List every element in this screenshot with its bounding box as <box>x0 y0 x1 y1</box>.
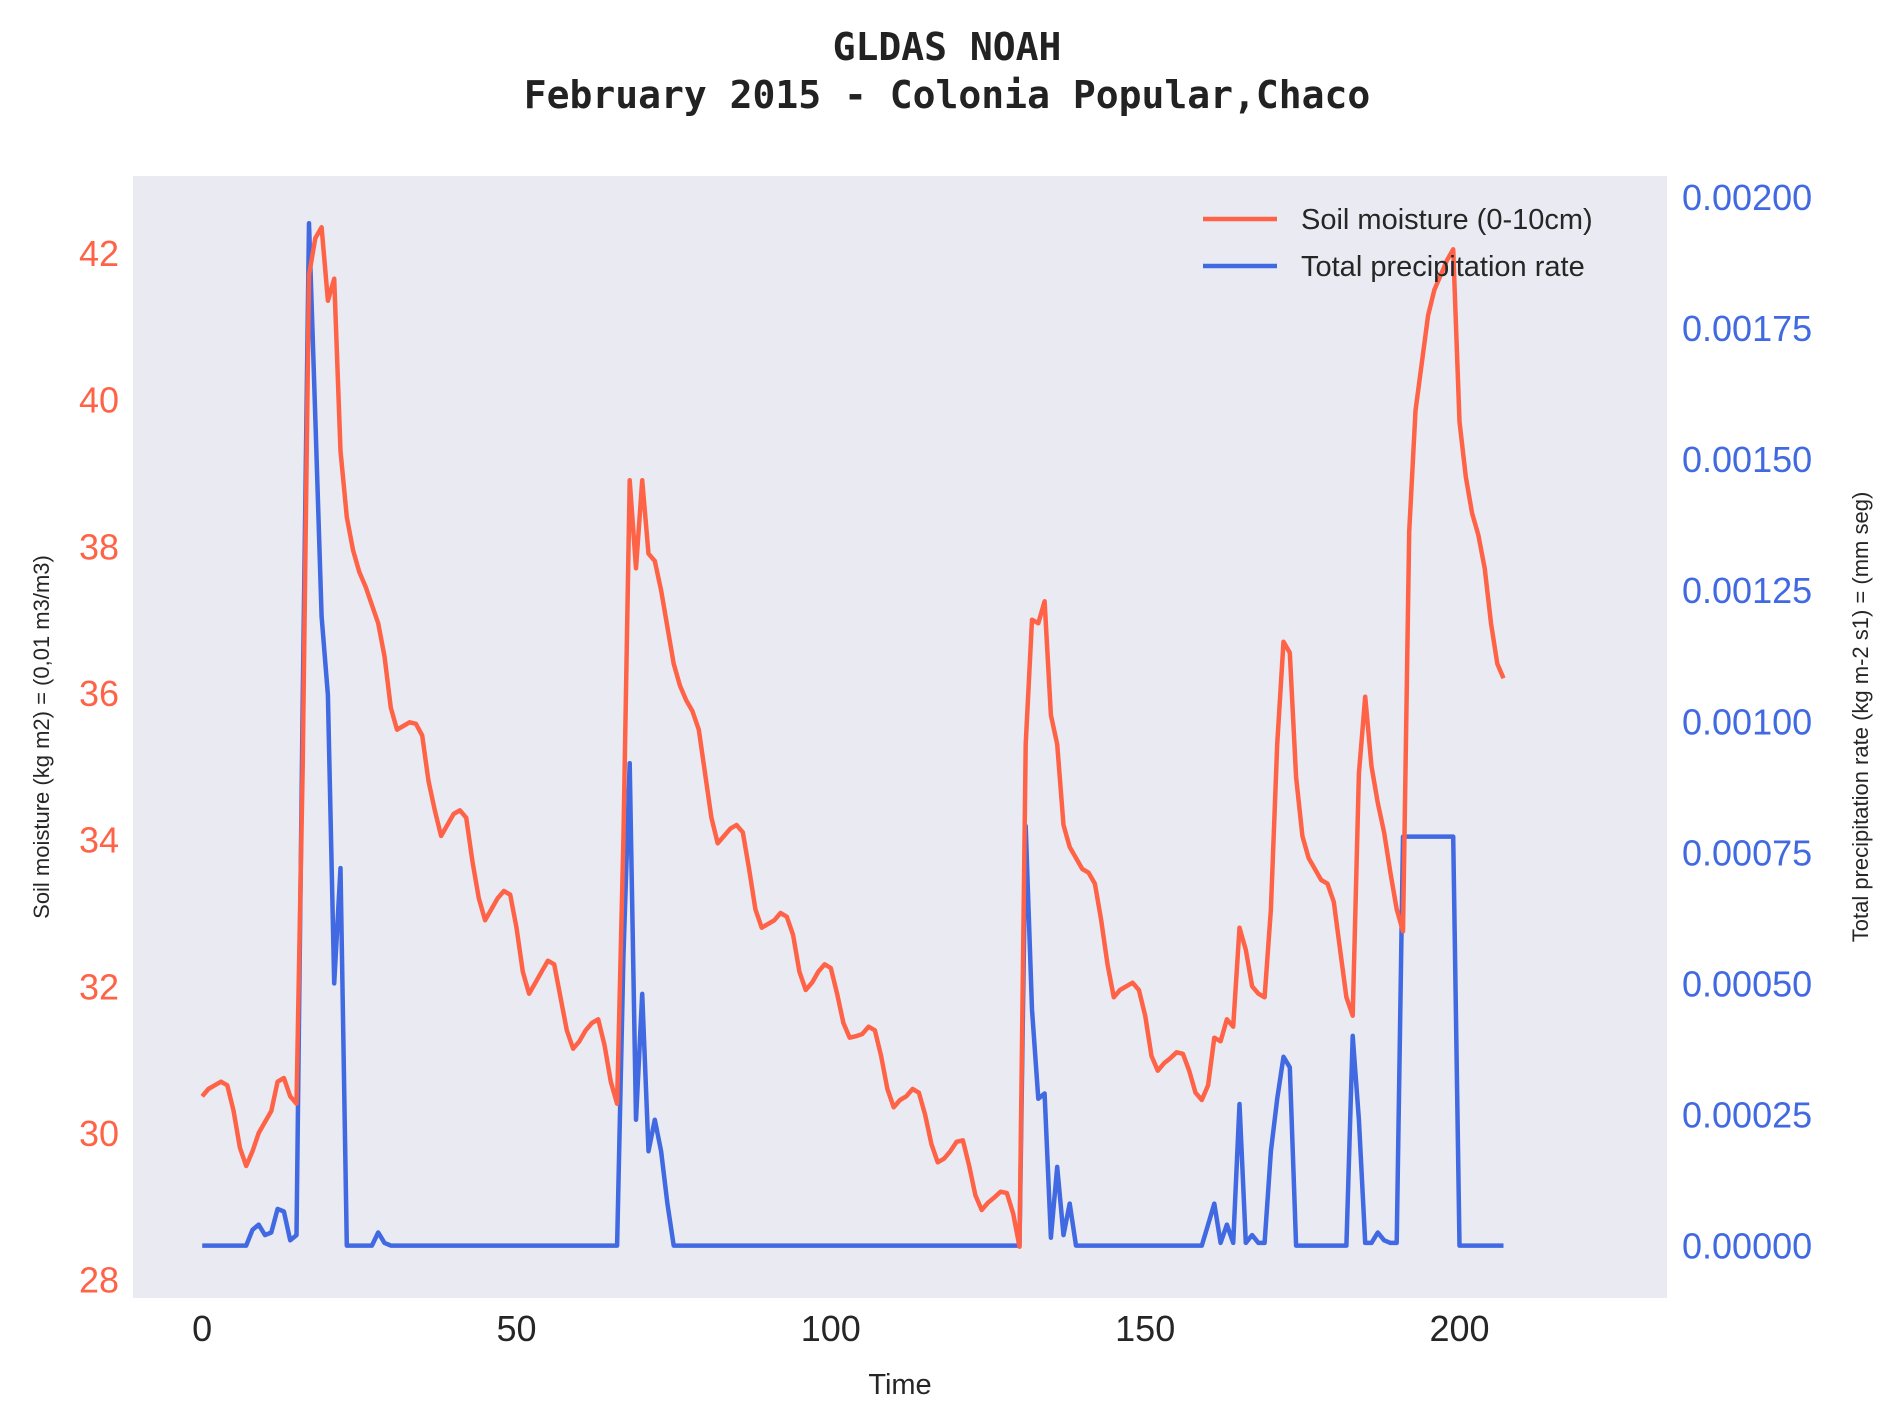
left-tick-label: 42 <box>79 233 119 274</box>
precipitation-line <box>202 220 1504 1248</box>
left-axis-label: Soil moisture (kg m2) = (0,01 m3/m3) <box>29 555 54 919</box>
right-tick-label: 0.00200 <box>1682 177 1812 218</box>
series-layer <box>200 220 1506 1249</box>
left-tick-label: 36 <box>79 673 119 714</box>
plot-area <box>133 176 1667 1298</box>
x-axis-ticks: 0 50 100 150 200 <box>192 1308 1489 1349</box>
x-tick-label: 200 <box>1429 1308 1489 1349</box>
left-axis-ticks: 28 30 32 34 36 38 40 42 <box>79 233 119 1301</box>
left-tick-label: 30 <box>79 1113 119 1154</box>
right-tick-label: 0.00175 <box>1682 308 1812 349</box>
left-tick-label: 34 <box>79 820 119 861</box>
right-axis-label: Total precipitation rate (kg m-2 s1) = (… <box>1848 492 1873 943</box>
left-tick-label: 38 <box>79 526 119 567</box>
right-tick-label: 0.00000 <box>1682 1226 1812 1267</box>
x-tick-label: 50 <box>496 1308 536 1349</box>
x-axis-label: Time <box>868 1369 931 1401</box>
legend-label-precip: Total precipitation rate <box>1301 251 1585 283</box>
right-tick-label: 0.00100 <box>1682 701 1812 742</box>
right-tick-label: 0.00075 <box>1682 832 1812 873</box>
soil-moisture-line <box>200 225 1506 1249</box>
right-tick-label: 0.00125 <box>1682 570 1812 611</box>
right-tick-label: 0.00150 <box>1682 439 1812 480</box>
legend: Soil moisture (0-10cm) Total precipitati… <box>1203 204 1593 283</box>
right-tick-label: 0.00050 <box>1682 963 1812 1004</box>
legend-label-soil: Soil moisture (0-10cm) <box>1301 204 1593 236</box>
right-axis-ticks: 0.00000 0.00025 0.00050 0.00075 0.00100 0.001… <box>1682 177 1812 1267</box>
chart-title: GLDAS NOAH <box>833 25 1062 69</box>
chart-subtitle: February 2015 - Colonia Popular,Chaco <box>524 73 1370 117</box>
left-tick-label: 32 <box>79 966 119 1007</box>
x-tick-label: 150 <box>1115 1308 1175 1349</box>
right-tick-label: 0.00025 <box>1682 1095 1812 1136</box>
left-tick-label: 28 <box>79 1260 119 1301</box>
x-tick-label: 0 <box>192 1308 212 1349</box>
left-tick-label: 40 <box>79 380 119 421</box>
x-tick-label: 100 <box>801 1308 861 1349</box>
